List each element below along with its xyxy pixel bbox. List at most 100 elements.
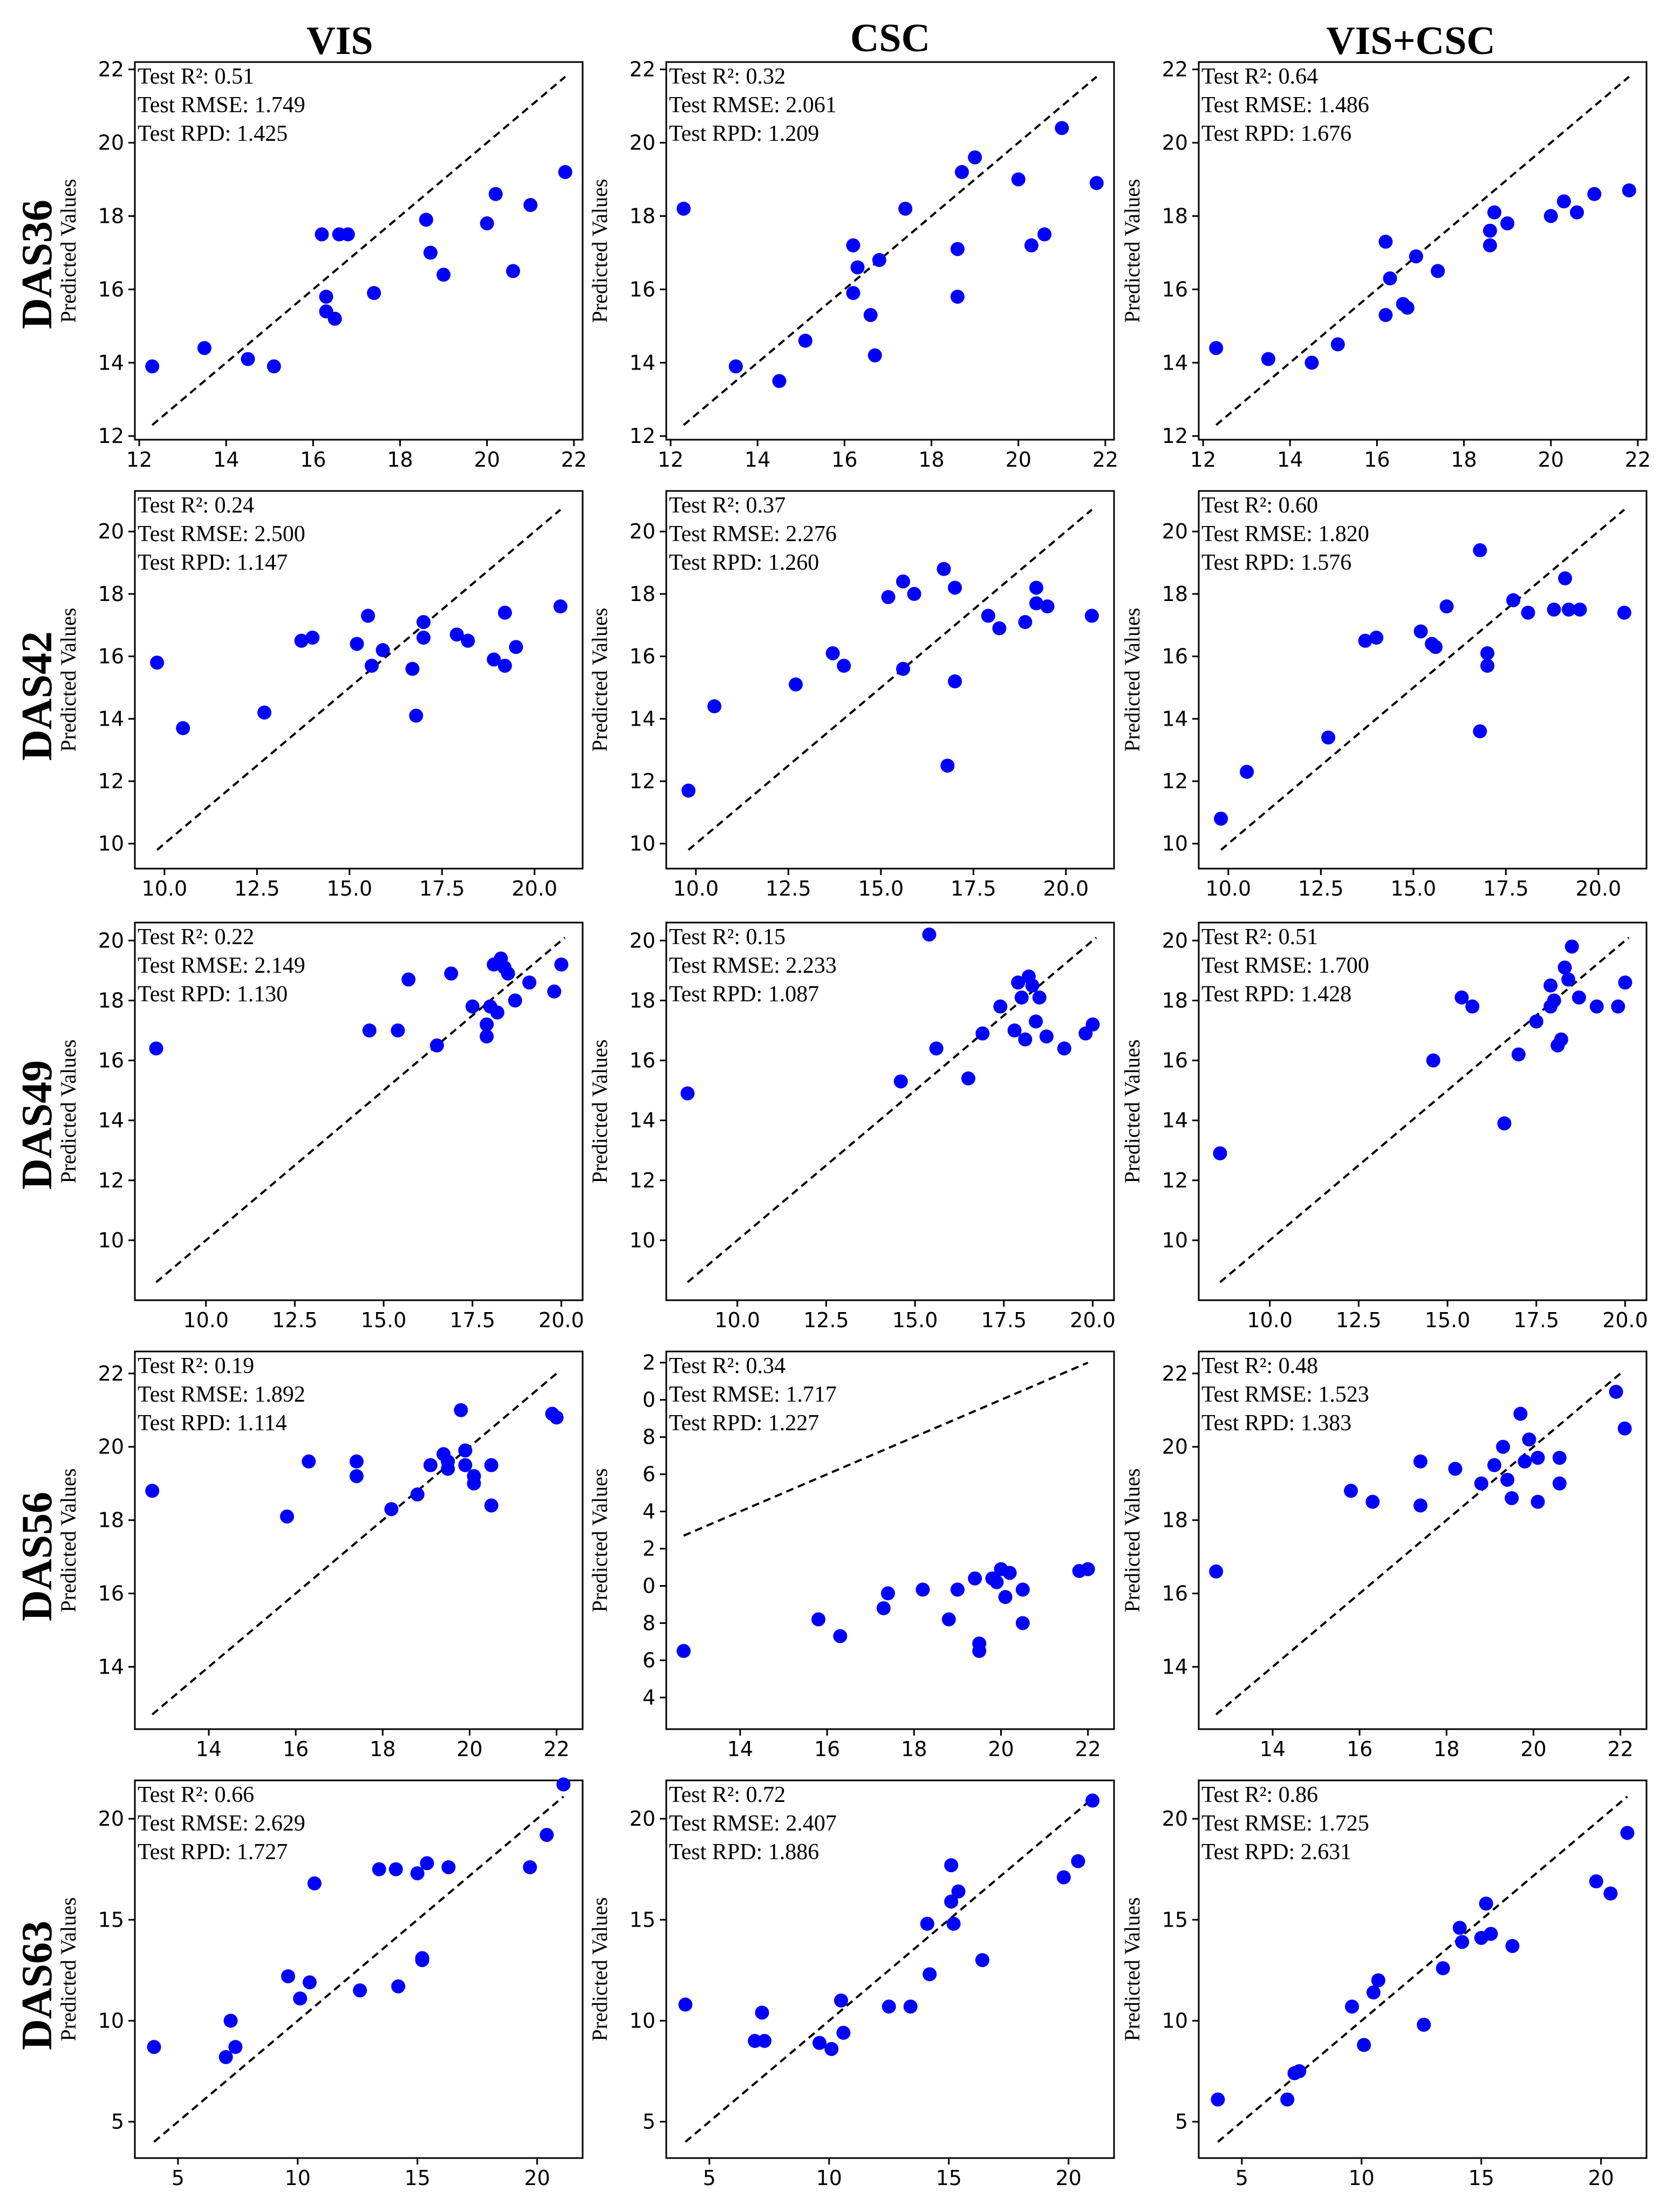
data-point [681, 783, 696, 798]
y-tick-label: 18 [1162, 204, 1188, 228]
y-axis-label: Predicted Values [1120, 179, 1144, 323]
x-tick-label: 14 [727, 1737, 753, 1761]
data-point [1015, 1582, 1030, 1597]
panel-das63-vis: 5 10 15 20 5 10 15 20 Predicted Values Test R²: 0… [56, 1777, 584, 2190]
data-point [1611, 999, 1625, 1014]
data-point [441, 1462, 455, 1476]
y-tick-label: 16 [98, 645, 124, 668]
data-point [257, 705, 272, 720]
y-tick-label: 18 [630, 988, 655, 1012]
data-point [1455, 1935, 1470, 1949]
data-point [149, 1041, 163, 1056]
y-tick-label: 18 [98, 988, 124, 1012]
y-tick-label: 20 [1162, 520, 1188, 543]
y-axis-label: Predicted Values [56, 1897, 80, 2042]
data-point [1040, 599, 1055, 614]
data-point [1570, 205, 1584, 220]
data-point [944, 1894, 959, 1909]
y-tick-label: 10 [98, 1228, 124, 1252]
data-point [327, 311, 342, 326]
data-point [948, 581, 962, 595]
data-point [372, 1862, 386, 1876]
data-point [929, 1041, 944, 1056]
y-tick-label: 20 [630, 131, 655, 155]
data-point [423, 245, 438, 260]
data-point [1214, 811, 1228, 826]
metric-line: Test R²: 0.60 [1201, 493, 1318, 518]
y-tick-label: 16 [630, 277, 655, 301]
data-point [365, 658, 379, 673]
data-point [1409, 249, 1423, 264]
data-point [391, 1979, 406, 1993]
y-tick-label: 15 [98, 1908, 124, 1931]
data-point [539, 1828, 554, 1842]
data-point [405, 661, 420, 676]
y-axis-label: Predicted Values [56, 1040, 80, 1184]
data-point [1321, 730, 1336, 745]
y-tick-label: 10 [630, 2009, 655, 2032]
data-point [896, 661, 911, 676]
x-tick-label: 22 [1092, 448, 1118, 472]
y-tick-label: 12 [98, 769, 124, 793]
y-tick-label: 22 [630, 58, 655, 81]
data-point [484, 1458, 498, 1472]
data-point [951, 1884, 966, 1899]
y-tick-label: 20 [630, 520, 655, 543]
data-point [1587, 187, 1602, 201]
x-tick-label: 22 [1075, 1737, 1101, 1761]
data-point [1213, 1146, 1227, 1160]
y-tick-label: 16 [1162, 1582, 1188, 1606]
metric-line: Test R²: 0.51 [138, 64, 254, 89]
data-point [1029, 596, 1043, 611]
x-tick-label: 15.0 [1391, 877, 1437, 900]
data-point [1572, 990, 1586, 1005]
y-tick-label: 12 [98, 424, 124, 448]
y-tick-label: 20 [98, 131, 124, 155]
y-tick-label: 6 [643, 1463, 655, 1486]
data-point [954, 165, 969, 179]
data-point [1552, 1476, 1567, 1491]
metric-line: Test R²: 0.15 [669, 925, 785, 950]
data-point [1024, 238, 1039, 252]
metric-line: Test RPD: 1.428 [1201, 982, 1351, 1007]
panel-das42-vis: 10.0 12.5 15.0 17.5 20.0 10 12 14 16 18 20 Predicte… [56, 490, 584, 900]
data-point [1209, 341, 1224, 356]
metric-line: Test RMSE: 1.717 [669, 1382, 837, 1407]
data-point [488, 187, 503, 201]
data-point [384, 1502, 399, 1517]
data-point [388, 1862, 403, 1876]
data-point [1081, 1562, 1095, 1576]
y-axis-label: Predicted Values [587, 179, 612, 323]
data-point [1589, 999, 1604, 1014]
y-axis-label: Predicted Values [1120, 608, 1144, 752]
panel-das36-csc: 12 14 16 18 20 22 12 14 16 18 20 22 Predicted Values… [587, 58, 1118, 472]
identity-line [1220, 509, 1625, 851]
data-point [1482, 238, 1497, 252]
plot-frame [665, 921, 1115, 1301]
x-tick-label: 18 [1451, 448, 1477, 472]
data-point [410, 1487, 425, 1502]
panel-das56-vis: 14 16 18 20 22 14 16 18 20 22 Predicted Values Test… [56, 1350, 584, 1761]
data-point [480, 216, 494, 231]
identity-line [683, 1361, 1089, 1537]
y-tick-label: 5 [111, 2110, 124, 2134]
data-point [1057, 1041, 1071, 1056]
metric-line: Test RPD: 1.114 [138, 1411, 287, 1436]
x-tick-label: 10.0 [183, 1308, 229, 1332]
x-tick-label: 12 [126, 448, 152, 472]
x-tick-label: 10 [285, 2166, 311, 2190]
data-point [998, 1590, 1013, 1605]
y-tick-label: 20 [1162, 929, 1188, 952]
row-label-das49: DAS49 [13, 1060, 61, 1190]
metric-line: Test RPD: 1.676 [1201, 121, 1351, 146]
data-point [1367, 1985, 1381, 2000]
x-tick-label: 12.5 [1298, 877, 1344, 900]
data-point [1037, 227, 1052, 242]
data-point [281, 1969, 296, 1984]
data-point [1011, 172, 1026, 187]
y-tick-label: 18 [98, 1508, 124, 1532]
y-tick-label: 14 [630, 351, 655, 374]
data-point [547, 984, 562, 999]
x-tick-label: 10.0 [1247, 1308, 1293, 1332]
plot-frame [1198, 61, 1648, 441]
